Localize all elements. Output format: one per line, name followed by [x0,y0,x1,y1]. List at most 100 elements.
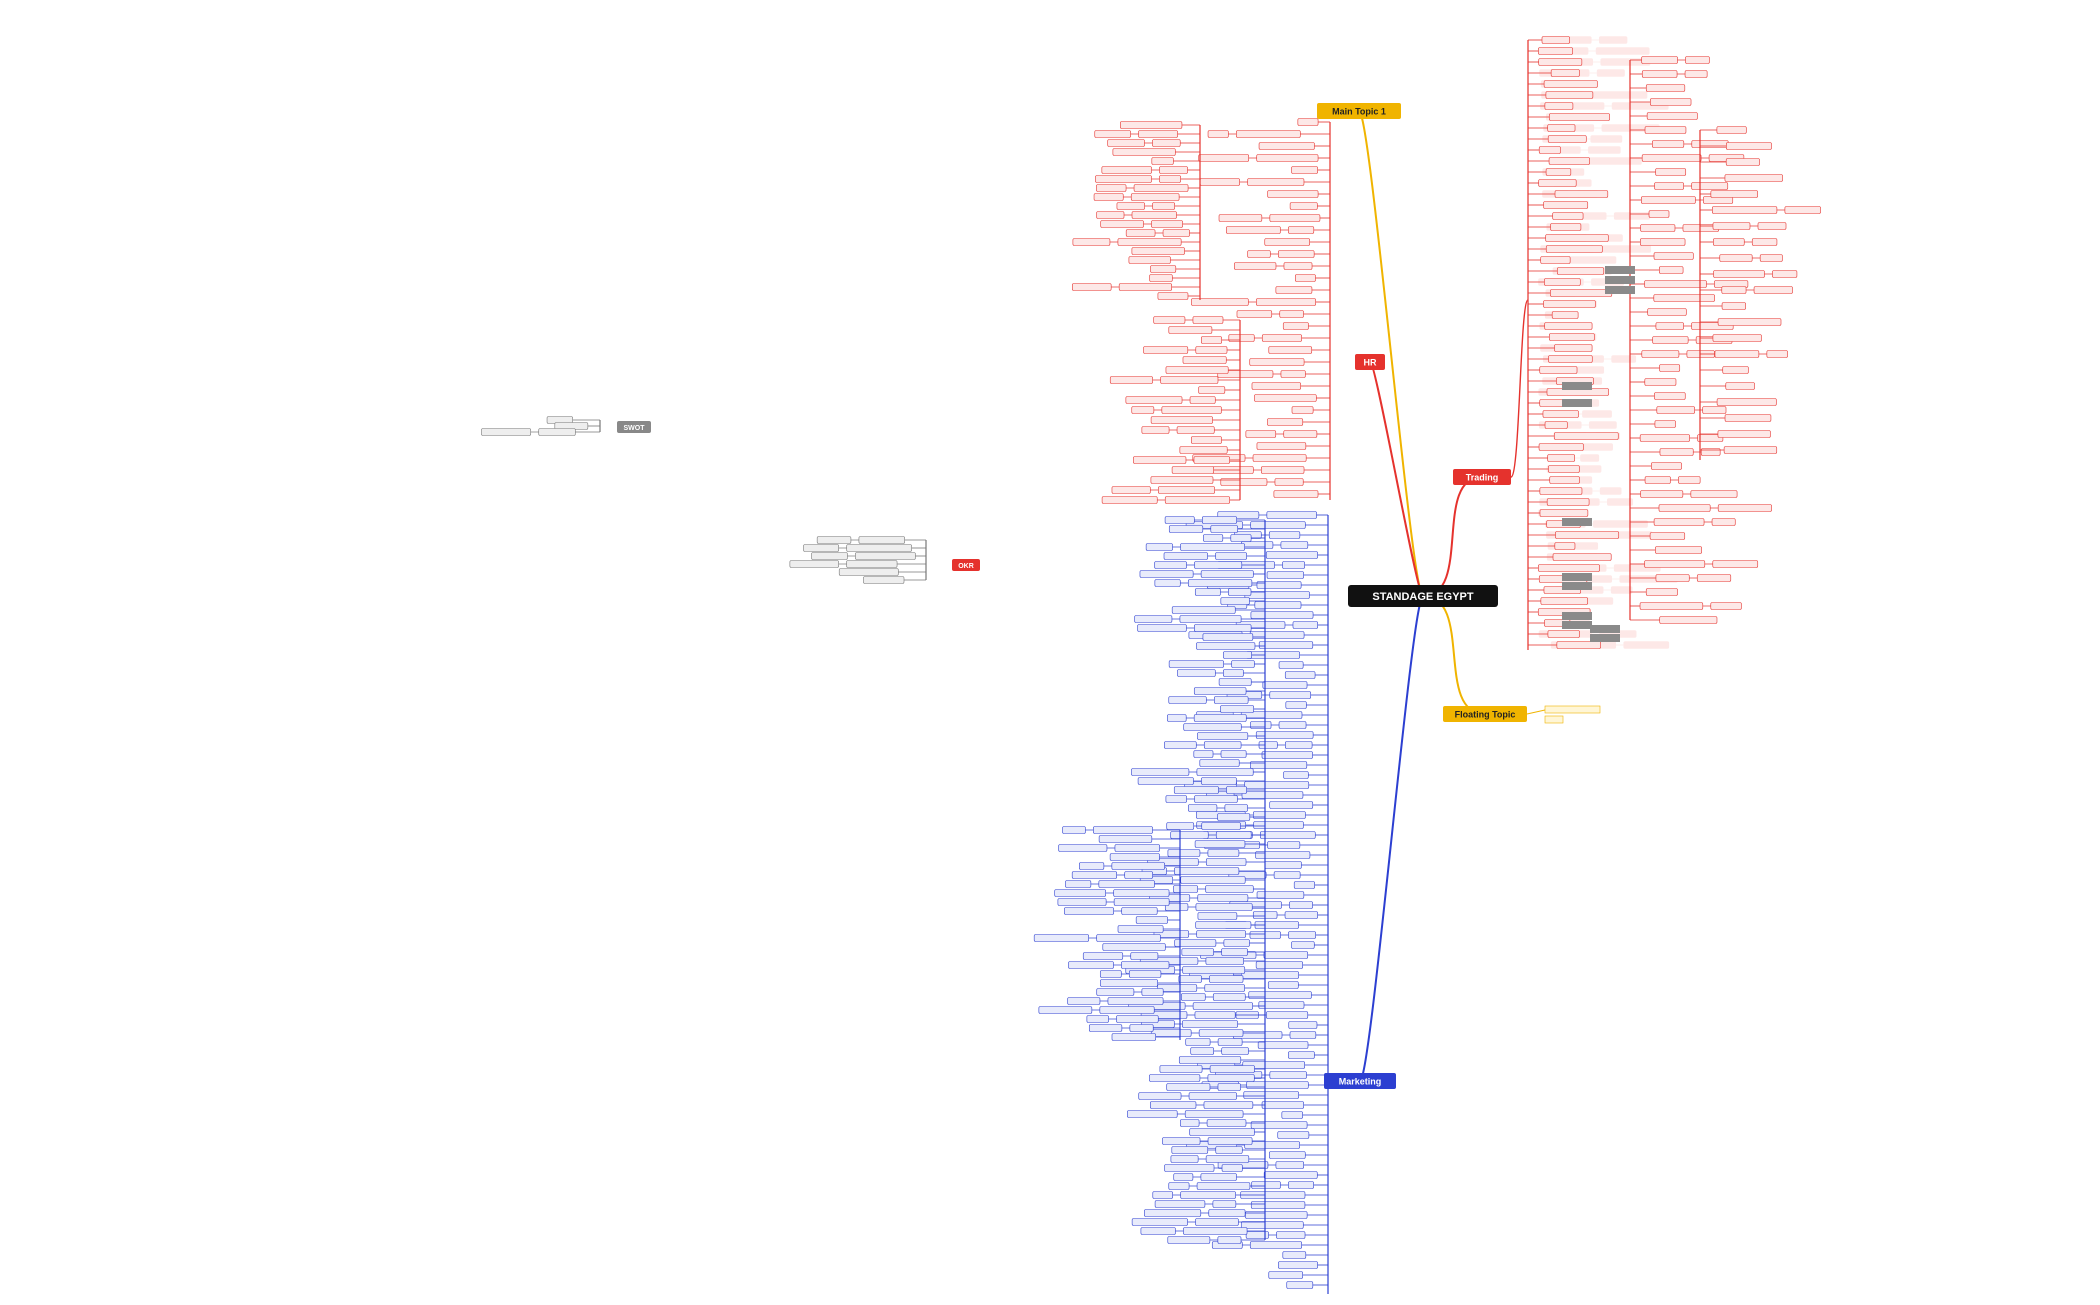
topic-node [1317,103,1401,119]
subtopic-node [1712,560,1759,568]
subtopic-node [1195,1218,1239,1226]
subtopic-node [1724,174,1783,182]
subtopic-node [1195,346,1228,354]
subtopic-node [1548,355,1593,363]
subtopic-node [1691,182,1729,190]
subtopic-node [1100,220,1144,228]
subtopic-node [1197,912,1238,920]
subtopic-node [1151,220,1183,228]
subtopic-node [1256,154,1319,162]
subtopic-node [1151,157,1174,165]
subtopic-node [1224,804,1248,812]
subtopic-node [1096,211,1125,219]
subtopic-node [1256,891,1305,899]
subtopic-node [1684,70,1708,78]
subtopic-node [1654,420,1676,428]
subtopic-node [1251,1181,1281,1189]
subtopic-node [1702,406,1727,414]
subtopic-node [1658,504,1711,512]
subtopic-node [1159,175,1181,183]
subtopic-node [1134,615,1173,623]
subtopic-node [1546,498,1590,506]
subtopic-node [1150,416,1213,424]
subtopic-node [1220,478,1268,486]
subtopic-node [1166,1083,1211,1091]
subtopic-node [1269,691,1312,699]
subtopic-node [1653,518,1705,526]
subtopic-node [1159,166,1188,174]
subtopic-node [1721,286,1747,294]
subtopic-node [1690,490,1738,498]
subtopic-node [1554,190,1609,198]
subtopic-node [1231,660,1255,668]
subtopic-node [1250,721,1272,729]
subtopic-node [1038,1006,1093,1014]
subtopic-node [1054,889,1106,897]
subtopic-node [1538,47,1573,55]
subtopic-node [1067,997,1101,1005]
subtopic-node [1700,448,1721,456]
subtopic-node [1153,316,1186,324]
subtopic-node [1276,1231,1306,1239]
topic-node [1324,1073,1396,1089]
subtopic-node [1613,212,1651,220]
subtopic-node [1194,795,1238,803]
subtopic-node [1655,322,1684,330]
subtopic-node [1149,1074,1201,1082]
subtopic-node [1197,732,1249,740]
subtopic-node [1550,223,1582,231]
subtopic-node [1203,741,1242,749]
topic-label: Floating Topic [1455,709,1516,719]
subtopic-node [1127,1110,1178,1118]
subtopic-node [1198,154,1250,162]
topic-connector [1422,476,1483,597]
subtopic-node [1269,801,1314,809]
subtopic-node [1284,671,1316,679]
subtopic-node [1162,1137,1201,1145]
subtopic-node [1160,376,1219,384]
subtopic-node [1125,229,1156,237]
subtopic-node [1641,154,1702,162]
subtopic-node [1203,534,1224,542]
subtopic-node [1641,350,1680,358]
subtopic-node [1062,826,1086,834]
subtopic-node [1244,781,1310,789]
floating-label: SWOT [624,425,646,432]
subtopic-node [1181,948,1214,956]
subtopic-node [1093,193,1124,201]
subtopic-node [1182,1020,1238,1028]
subtopic-node [1217,370,1274,378]
subtopic-node [1128,970,1162,978]
subtopic-node [1116,202,1145,210]
subtopic-node [1538,146,1561,154]
subtopic-node [1210,525,1238,533]
subtopic-node [1138,130,1178,138]
subtopic-node [1194,840,1246,848]
subtopic-node [1173,885,1198,893]
subtopic-node [1261,466,1305,474]
subtopic-node [1278,661,1304,669]
gray-node [1590,625,1620,633]
subtopic-node [1659,448,1694,456]
subtopic-node [1653,252,1694,260]
subtopic-node [1133,456,1187,464]
subtopic-node [1678,476,1701,484]
subtopic-node [1139,570,1194,578]
subtopic-node [1269,1071,1307,1079]
subtopic-node [1178,975,1202,983]
subtopic-node [1659,616,1718,624]
subtopic-node [1255,851,1311,859]
subtopic-node [1291,941,1315,949]
subtopic-node [1266,1011,1309,1019]
subtopic-node [1652,140,1685,148]
subtopic-node [1289,1031,1317,1039]
subtopic-node [1217,1236,1242,1244]
gray-node [1562,518,1592,526]
subtopic-node [1262,681,1308,689]
floating-label: OKR [958,563,974,570]
subtopic-node [1283,430,1318,438]
subtopic-node [1722,366,1749,374]
topic-label: HR [1364,357,1377,367]
subtopic-node [1176,426,1215,434]
subtopic-node [1093,826,1153,834]
